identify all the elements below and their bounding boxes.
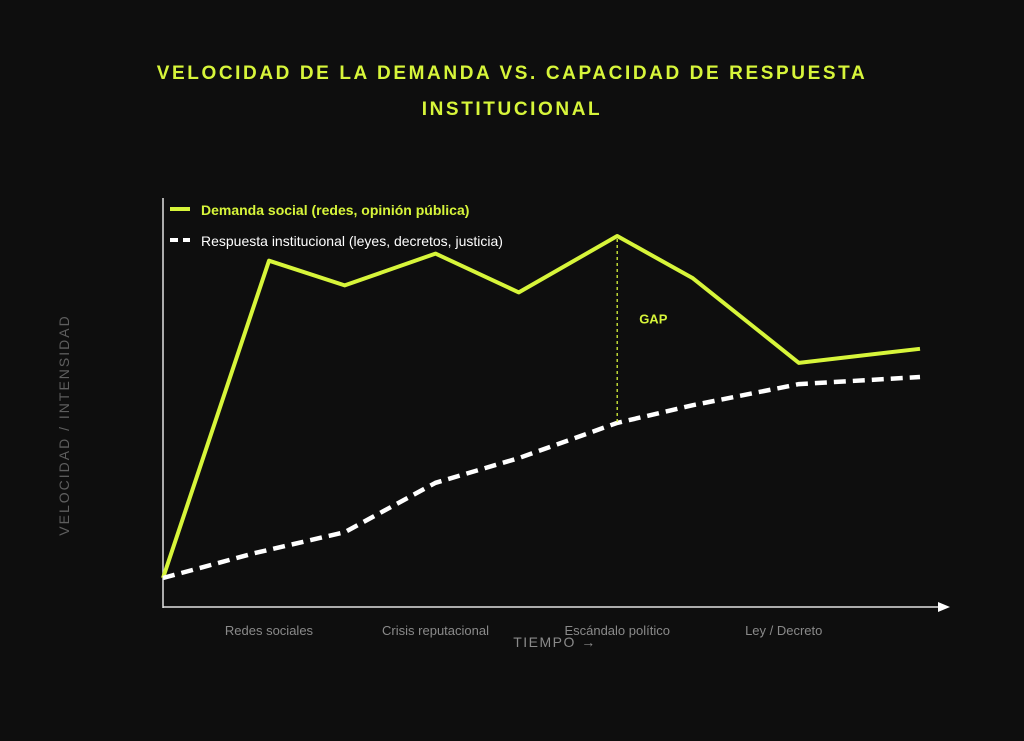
y-axis-label: VELOCIDAD / INTENSIDAD — [56, 314, 72, 535]
axes — [162, 198, 950, 612]
x-tick-label: Ley / Decreto — [745, 623, 822, 638]
chart-title-line-1: VELOCIDAD DE LA DEMANDA VS. CAPACIDAD DE… — [156, 63, 868, 84]
x-tick-label: Redes sociales — [225, 623, 314, 638]
legend-label-demand: Demanda social (redes, opinión pública) — [201, 202, 469, 218]
x-axis-arrow-icon — [938, 602, 950, 612]
chart-title: VELOCIDAD DE LA DEMANDA VS. CAPACIDAD DE… — [0, 56, 1024, 128]
annotation-layer: GAP — [616, 239, 668, 423]
chart-title-line-2: INSTITUCIONAL — [421, 99, 603, 120]
x-tick-labels: Redes sociales Crisis reputacional Escánda… — [225, 623, 823, 638]
series-layer — [161, 234, 921, 581]
series-line-response — [162, 374, 921, 581]
legend-label-response: Respuesta institucional (leyes, decretos… — [201, 233, 503, 249]
x-axis-label: TIEMPO → — [513, 634, 597, 650]
x-tick-label: Crisis reputacional — [382, 623, 489, 638]
legend: Demanda social (redes, opinión pública) … — [170, 202, 503, 249]
x-tick-label: Escándalo político — [564, 623, 670, 638]
gap-label: GAP — [639, 311, 668, 326]
series-line-demand — [161, 234, 921, 579]
